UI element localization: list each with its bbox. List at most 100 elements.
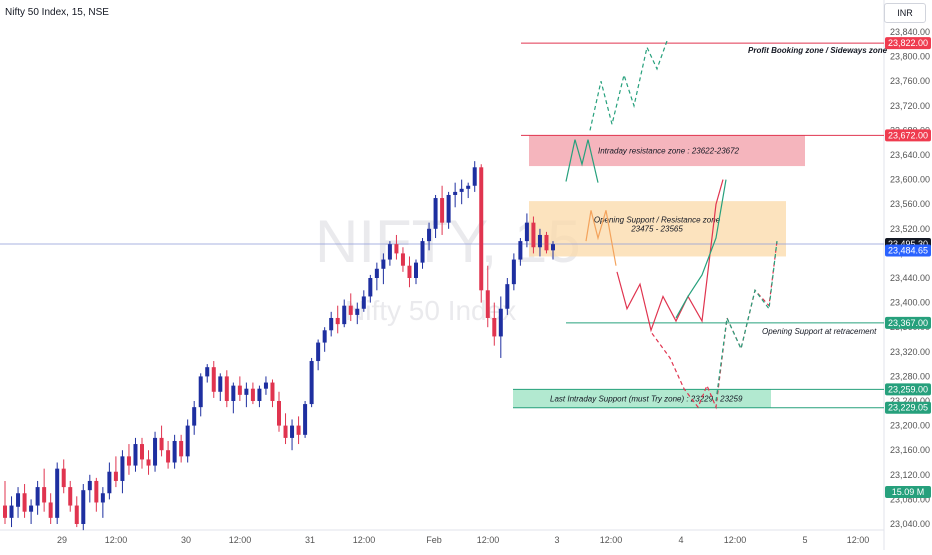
currency-button[interactable]: INR	[884, 3, 926, 23]
candle-body	[348, 305, 353, 315]
candle-body	[524, 222, 529, 242]
candle-body	[329, 317, 334, 331]
candle-body	[374, 268, 379, 278]
candle-body	[414, 262, 418, 278]
price-label: 23,367.00	[888, 318, 928, 328]
candle-body	[113, 471, 118, 481]
candle-body	[368, 278, 373, 297]
candle-body	[172, 440, 177, 463]
x-tick-label: 30	[181, 535, 191, 545]
x-tick-label: 4	[678, 535, 683, 545]
price-label: 23,822.00	[888, 38, 928, 48]
candle-body	[61, 468, 66, 488]
candle-body	[120, 456, 125, 481]
candle-body	[485, 290, 490, 318]
y-tick-label: 23,720.00	[890, 101, 930, 111]
candle-body	[355, 308, 360, 315]
candle-body	[29, 505, 34, 512]
candle-body	[531, 222, 536, 248]
candle-body	[537, 234, 542, 248]
candle-body	[342, 305, 347, 325]
candle-body	[224, 376, 229, 401]
opening-zone-range: 23475 - 23565	[630, 225, 683, 234]
candle-body	[140, 444, 144, 460]
opening-zone-path	[585, 210, 617, 266]
candle-body	[420, 241, 425, 263]
candle-body	[433, 198, 438, 229]
candle-body	[277, 401, 281, 426]
candle-body	[198, 376, 203, 408]
price-label: 15.09 M	[892, 487, 925, 497]
candle-body	[427, 228, 432, 242]
candle-body	[16, 493, 21, 507]
candle-body	[479, 167, 484, 291]
y-tick-label: 23,240.00	[890, 396, 930, 406]
candle-body	[81, 490, 86, 524]
price-label: 23,495.30	[888, 239, 928, 249]
candle-body	[159, 437, 164, 451]
price-label: 23,672.00	[888, 130, 928, 140]
price-label-box	[885, 383, 931, 396]
candle-body	[544, 234, 549, 251]
opening-zone	[529, 201, 786, 257]
candle-body	[492, 317, 497, 337]
candle-body	[361, 296, 366, 309]
candle-body	[335, 317, 340, 325]
candle-body	[55, 468, 60, 518]
candle-body	[3, 505, 7, 518]
candle-body	[107, 471, 112, 494]
candle-body	[211, 367, 216, 392]
candle-body	[205, 367, 210, 377]
candle-body	[518, 241, 523, 260]
candle-body	[126, 456, 131, 466]
candle-body	[153, 437, 158, 466]
candle-body	[498, 308, 503, 337]
candle-body	[166, 450, 171, 463]
candle-body	[511, 259, 516, 285]
candle-body	[387, 244, 392, 260]
y-tick-label: 23,280.00	[890, 371, 930, 381]
candle-body	[459, 188, 464, 192]
candle-body	[179, 440, 184, 457]
candle-body	[74, 505, 79, 524]
candle-body	[257, 388, 262, 401]
candle-body	[185, 425, 190, 457]
candle-body	[237, 385, 242, 395]
price-label-box	[885, 244, 931, 257]
candle-body	[290, 425, 295, 438]
y-tick-label: 23,520.00	[890, 224, 930, 234]
candle-body	[218, 376, 223, 392]
opening-zone-label: Opening Support / Resistance zone	[594, 216, 721, 225]
x-tick-label: 12:00	[105, 535, 128, 545]
opening-support-label: Opening Support at retracement	[762, 327, 877, 336]
x-tick-label: 12:00	[724, 535, 747, 545]
candle-body	[100, 493, 105, 503]
support-zone-label: Last Intraday Support (must Try zone) : …	[550, 395, 743, 404]
dip-recovery-dashed-path	[715, 241, 778, 402]
x-tick-label: 5	[802, 535, 807, 545]
candle-body	[22, 493, 27, 512]
candle-body	[87, 480, 92, 491]
x-tick-label: 29	[57, 535, 67, 545]
candle-body	[283, 425, 288, 438]
x-tick-label: 12:00	[600, 535, 623, 545]
recovery-path	[675, 179, 727, 319]
y-tick-label: 23,160.00	[890, 445, 930, 455]
resistance-zone-label: Intraday resistance zone : 23622-23672	[598, 147, 740, 156]
chart-title: Nifty 50 Index, 15, NSE	[5, 7, 109, 18]
candle-body	[446, 194, 451, 223]
y-tick-label: 23,320.00	[890, 347, 930, 357]
candle-body	[466, 185, 471, 189]
candle-body	[250, 388, 255, 401]
x-tick-label: 3	[554, 535, 559, 545]
x-tick-label: 31	[305, 535, 315, 545]
candle-body	[133, 444, 138, 466]
candle-body	[146, 459, 151, 466]
candle-body	[48, 502, 53, 518]
price-label: 23,229.05	[888, 403, 928, 413]
y-tick-label: 23,560.00	[890, 199, 930, 209]
y-tick-label: 23,400.00	[890, 298, 930, 308]
candle-body	[551, 244, 555, 251]
price-label-box	[885, 37, 931, 50]
